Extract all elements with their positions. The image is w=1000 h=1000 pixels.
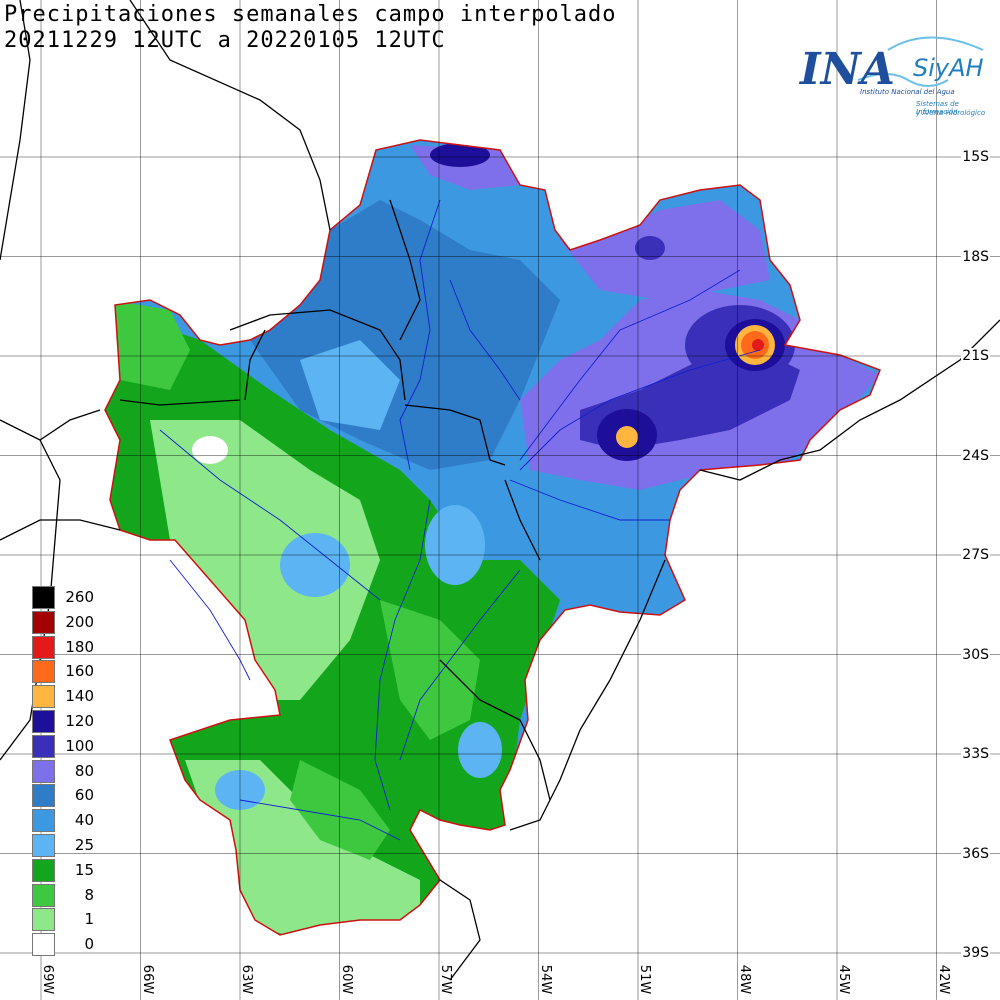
longitude-label: 45W	[836, 964, 852, 995]
latitude-label: 18S	[961, 248, 990, 265]
longitude-label: 51W	[637, 964, 653, 995]
logo-swoosh-icon	[857, 36, 984, 87]
longitude-label: 48W	[736, 964, 752, 995]
legend-label: 120	[65, 711, 94, 730]
field-cell-100-north	[635, 236, 665, 260]
latitude-label: 24S	[961, 447, 990, 464]
legend-swatch	[32, 759, 55, 783]
border-argentina-north	[119, 399, 241, 406]
legend-label: 80	[74, 761, 94, 780]
legend-swatch	[32, 933, 55, 957]
border-bolivia-argentina	[244, 329, 266, 401]
longitude-label: 60W	[338, 964, 354, 995]
latitude-label: 39S	[961, 945, 990, 961]
legend-swatch	[32, 908, 55, 932]
border-paraguay-brazil	[404, 404, 506, 466]
longitude-label: 42W	[935, 964, 951, 995]
river-grande	[519, 269, 741, 461]
border-bolivia-paraguay	[229, 309, 406, 401]
field-zone-80-northeast	[560, 200, 770, 300]
legend-swatch	[32, 734, 55, 758]
latitude-label: 30S	[961, 646, 990, 663]
logo-institute-text: Instituto Nacional del Agua	[860, 88, 955, 96]
legend-label: 200	[65, 612, 94, 631]
river-tiete	[519, 349, 761, 471]
field-zone-25-north	[300, 340, 400, 430]
map-title-line-1: Precipitaciones semanales campo interpol…	[4, 2, 617, 27]
field-cell-140-east	[616, 426, 638, 448]
logo-ina-text: INA	[800, 44, 895, 95]
legend-label: 60	[74, 786, 94, 805]
ina-siyah-logo: INA SiyAH Instituto Nacional del Agua Si…	[798, 30, 998, 130]
legend-label: 0	[84, 935, 94, 954]
field-zone-8-northwest	[110, 300, 190, 390]
coast-argentina-south	[439, 879, 481, 981]
border-peru-chile	[0, 0, 31, 261]
river-parana	[374, 499, 431, 811]
legend-label: 100	[65, 736, 94, 755]
longitude-label: 63W	[239, 964, 255, 995]
legend-swatch	[32, 883, 55, 907]
field-cell-180-northeast	[752, 339, 764, 351]
river-bermejo	[159, 429, 381, 601]
border-bolivia-brazil	[389, 199, 421, 341]
field-cell-120-north	[430, 143, 490, 167]
legend-swatch	[32, 858, 55, 882]
border-chile-bolivia	[0, 409, 101, 441]
legend-label: 1	[84, 910, 94, 929]
legend-swatch	[32, 709, 55, 733]
river-uruguay	[399, 569, 521, 761]
legend-swatch	[32, 660, 55, 684]
river-salado	[169, 559, 251, 681]
latitude-label: 15S	[961, 149, 990, 165]
legend-label: 180	[65, 637, 94, 656]
map-title-line-2: 20211229 12UTC a 20220105 12UTC	[4, 28, 446, 53]
legend-label: 15	[74, 860, 94, 879]
longitude-label: 66W	[139, 964, 155, 995]
river-paraguay-upper	[399, 199, 441, 471]
coast-chile-north	[0, 519, 121, 541]
latitude-label: 33S	[961, 746, 990, 762]
field-zone-8-south	[290, 760, 390, 860]
border-bolivia-brazil-north	[129, 0, 331, 231]
rivers	[159, 199, 761, 841]
legend-swatch	[32, 809, 55, 833]
legend-label: 25	[74, 835, 94, 854]
legend-label: 8	[84, 885, 94, 904]
latitude-label: 21S	[961, 348, 990, 364]
latitude-label: 36S	[961, 845, 990, 862]
field-cell-25-central	[425, 505, 485, 585]
legend-label: 40	[74, 811, 94, 830]
legend-swatch	[32, 586, 55, 609]
legend-label: 260	[65, 588, 94, 606]
legend-swatch	[32, 685, 55, 709]
river-south	[239, 799, 401, 841]
border-argentina-brazil	[504, 479, 541, 561]
legend-swatch	[32, 635, 55, 659]
legend-swatch	[32, 833, 55, 857]
legend-swatch	[32, 610, 55, 634]
field-cell-25-southeast	[458, 722, 502, 778]
logo-subtitle-1: Sistemas de Información	[916, 100, 959, 116]
field-zone-8-central	[380, 600, 480, 740]
legend-label: 160	[65, 662, 94, 681]
coast-brazil-uruguay	[509, 559, 666, 831]
logo-subtitle-2: y Alerta Hidrológico	[916, 109, 986, 117]
latitude-label: 27S	[961, 547, 990, 563]
longitude-label: 54W	[537, 964, 553, 995]
longitude-label: 57W	[438, 964, 454, 995]
longitude-label: 69W	[40, 964, 56, 995]
border-uruguay-brazil	[439, 659, 551, 801]
field-cell-25-west	[280, 533, 350, 597]
legend-label: 140	[65, 687, 94, 706]
coast-brazil-south	[699, 319, 1000, 481]
field-cell-0	[192, 436, 228, 464]
legend-swatch	[32, 784, 55, 808]
river-iguazu	[509, 479, 670, 521]
river-parana-north	[449, 279, 521, 401]
logo-siyah-text: SiyAH	[913, 54, 984, 82]
